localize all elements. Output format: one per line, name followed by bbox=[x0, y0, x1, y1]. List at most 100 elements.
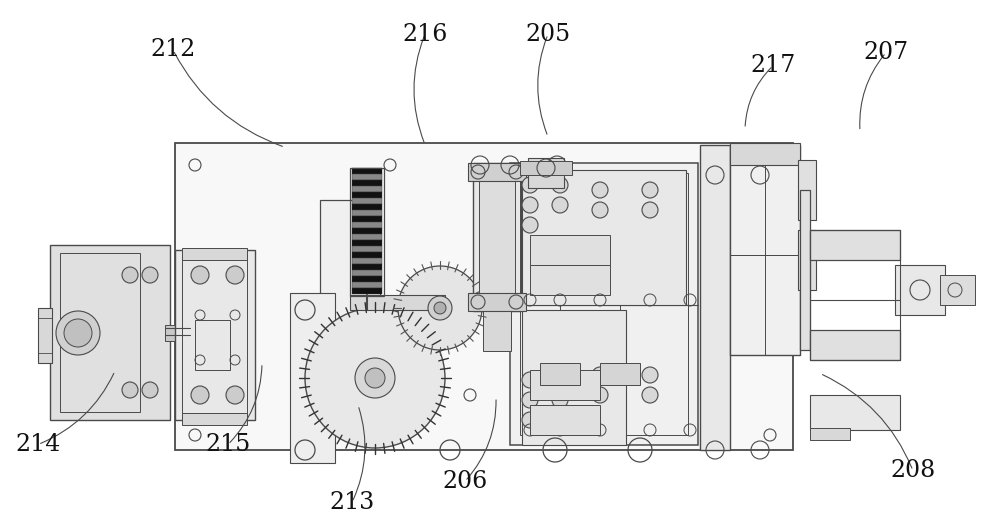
Bar bbox=[530, 370, 600, 400]
Bar bbox=[38, 318, 52, 353]
Bar bbox=[530, 265, 610, 295]
Bar bbox=[175, 250, 255, 420]
Text: 214: 214 bbox=[15, 433, 61, 456]
Circle shape bbox=[522, 412, 538, 428]
Bar bbox=[320, 200, 380, 320]
Text: 213: 213 bbox=[329, 491, 375, 514]
Bar bbox=[800, 190, 810, 350]
Bar bbox=[540, 363, 580, 385]
Bar bbox=[798, 160, 816, 220]
Bar bbox=[352, 234, 382, 240]
Circle shape bbox=[592, 387, 608, 403]
Circle shape bbox=[355, 358, 395, 398]
Bar bbox=[182, 255, 247, 415]
Bar bbox=[810, 330, 900, 360]
Circle shape bbox=[522, 372, 538, 388]
Bar bbox=[182, 413, 247, 425]
Bar bbox=[473, 163, 521, 311]
Circle shape bbox=[365, 368, 385, 388]
Bar bbox=[810, 428, 850, 440]
Bar bbox=[352, 288, 382, 294]
Bar bbox=[730, 143, 800, 165]
Text: 216: 216 bbox=[402, 23, 448, 46]
Circle shape bbox=[552, 177, 568, 193]
Bar bbox=[182, 248, 247, 260]
Circle shape bbox=[64, 319, 92, 347]
Circle shape bbox=[56, 311, 100, 355]
Bar bbox=[730, 155, 800, 255]
Text: 215: 215 bbox=[205, 433, 251, 456]
Bar bbox=[50, 245, 170, 420]
Bar bbox=[335, 293, 505, 463]
Bar bbox=[352, 168, 382, 174]
Bar bbox=[352, 276, 382, 282]
Bar bbox=[810, 230, 900, 360]
Circle shape bbox=[552, 392, 568, 408]
Circle shape bbox=[642, 387, 658, 403]
Text: 205: 205 bbox=[525, 23, 571, 46]
Bar bbox=[600, 363, 640, 385]
Text: 217: 217 bbox=[750, 54, 796, 77]
Circle shape bbox=[122, 382, 138, 398]
Bar bbox=[520, 161, 572, 175]
Bar bbox=[352, 222, 382, 228]
Text: 208: 208 bbox=[890, 459, 936, 482]
Circle shape bbox=[191, 266, 209, 284]
Bar bbox=[798, 230, 816, 290]
Circle shape bbox=[522, 392, 538, 408]
Bar bbox=[352, 216, 382, 222]
Bar bbox=[530, 235, 610, 265]
Bar bbox=[352, 186, 382, 192]
Bar bbox=[810, 395, 900, 430]
Bar bbox=[350, 295, 445, 310]
Circle shape bbox=[226, 266, 244, 284]
Text: 206: 206 bbox=[442, 470, 488, 493]
Bar bbox=[290, 293, 335, 463]
Bar bbox=[352, 264, 382, 270]
Circle shape bbox=[226, 386, 244, 404]
Bar bbox=[940, 275, 975, 305]
Circle shape bbox=[142, 382, 158, 398]
Circle shape bbox=[428, 296, 452, 320]
Bar bbox=[352, 180, 382, 186]
Bar bbox=[510, 163, 698, 445]
Bar bbox=[730, 145, 800, 355]
Bar bbox=[520, 173, 688, 435]
Circle shape bbox=[642, 202, 658, 218]
Circle shape bbox=[592, 182, 608, 198]
Circle shape bbox=[434, 302, 446, 314]
Bar bbox=[895, 265, 945, 315]
Circle shape bbox=[552, 197, 568, 213]
Circle shape bbox=[398, 266, 482, 350]
Bar bbox=[810, 230, 900, 260]
Circle shape bbox=[142, 267, 158, 283]
Circle shape bbox=[592, 202, 608, 218]
Bar bbox=[730, 255, 800, 355]
Circle shape bbox=[191, 386, 209, 404]
Bar bbox=[479, 171, 515, 303]
Bar bbox=[350, 168, 384, 296]
Circle shape bbox=[522, 197, 538, 213]
Bar bbox=[352, 198, 382, 204]
Bar bbox=[175, 143, 793, 450]
Bar bbox=[522, 310, 626, 445]
Bar bbox=[530, 405, 600, 435]
Bar bbox=[700, 145, 730, 450]
Circle shape bbox=[522, 217, 538, 233]
Circle shape bbox=[592, 367, 608, 383]
Bar bbox=[352, 252, 382, 258]
Bar bbox=[60, 253, 140, 412]
Bar bbox=[483, 311, 511, 351]
Bar bbox=[352, 282, 382, 288]
Bar bbox=[352, 204, 382, 210]
Bar bbox=[352, 228, 382, 234]
Bar bbox=[352, 192, 382, 198]
Bar bbox=[38, 308, 52, 363]
Bar bbox=[195, 320, 230, 370]
Text: 212: 212 bbox=[150, 38, 196, 62]
Circle shape bbox=[122, 267, 138, 283]
Bar bbox=[528, 158, 564, 188]
Bar bbox=[522, 170, 686, 305]
Circle shape bbox=[642, 182, 658, 198]
Circle shape bbox=[552, 372, 568, 388]
